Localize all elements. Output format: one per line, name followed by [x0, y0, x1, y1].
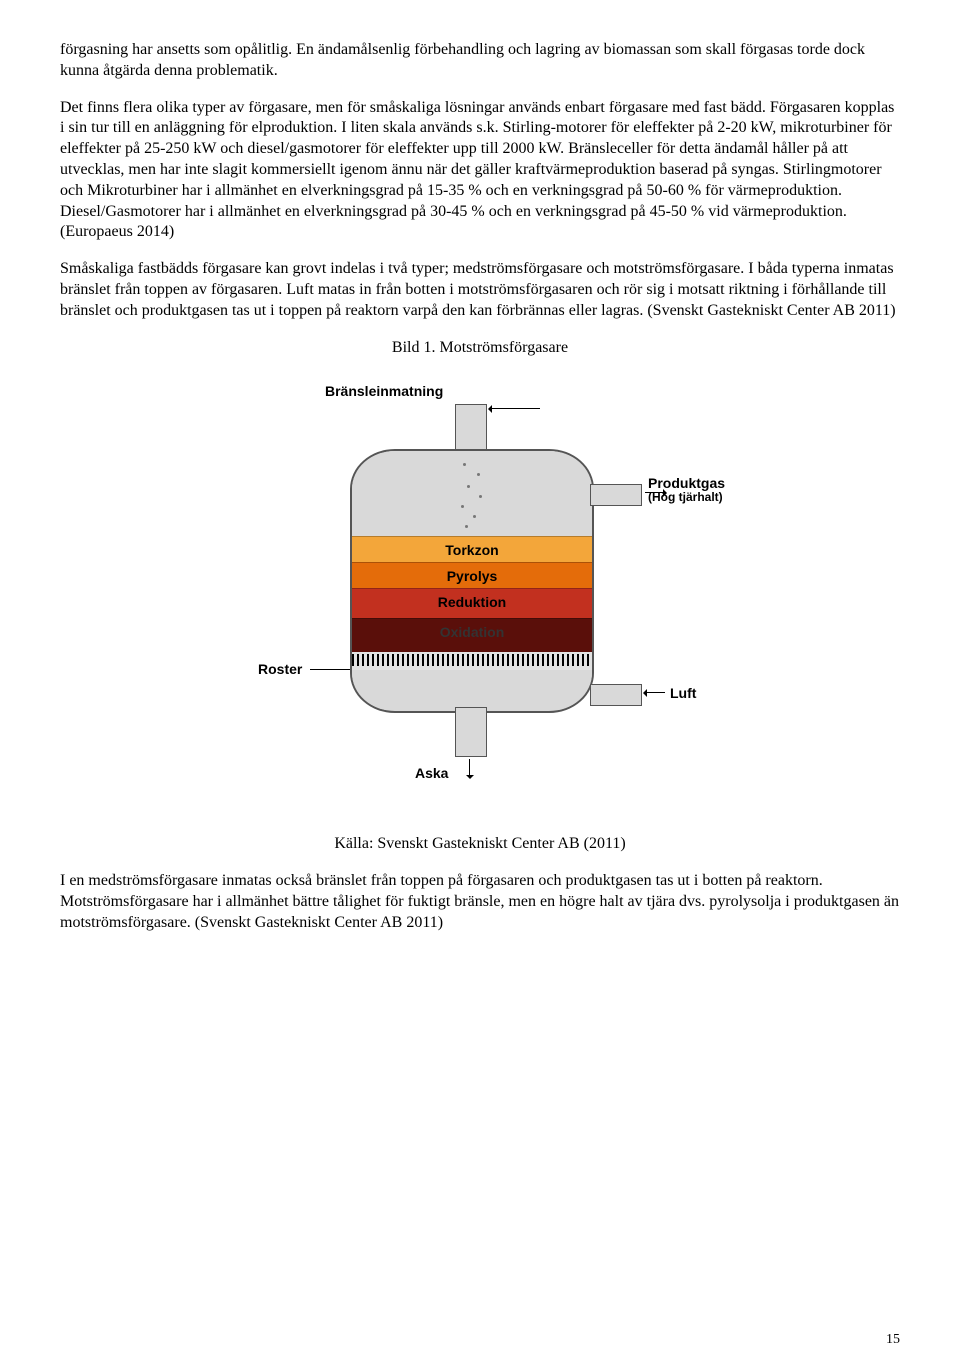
- ash-arrow: [469, 759, 470, 777]
- label-productgas-sub: (Hög tjärhalt): [648, 490, 723, 506]
- gas-pipe: [590, 484, 642, 506]
- label-air: Luft: [670, 684, 696, 702]
- ash-pipe: [455, 707, 487, 757]
- air-pipe: [590, 684, 642, 706]
- figure-source: Källa: Svenskt Gastekniskt Center AB (20…: [60, 834, 900, 855]
- figure-caption: Bild 1. Motströmsförgasare: [60, 338, 900, 359]
- label-roster: Roster: [258, 660, 302, 678]
- gasifier-diagram: Bränsleinmatning Torkzon Pyrolys Redukti…: [230, 374, 730, 814]
- page-number: 15: [886, 1331, 900, 1349]
- feed-arrow: [490, 408, 540, 409]
- label-feed: Bränsleinmatning: [325, 382, 443, 400]
- roster-line: [310, 669, 350, 670]
- label-ash: Aska: [415, 764, 448, 782]
- paragraph-3: Småskaliga fastbädds förgasare kan grovt…: [60, 259, 900, 321]
- paragraph-4: I en medströmsförgasare inmatas också br…: [60, 871, 900, 933]
- air-arrow: [645, 692, 665, 693]
- zone-oxidation: Oxidation: [352, 618, 592, 652]
- paragraph-2: Det finns flera olika typer av förgasare…: [60, 98, 900, 244]
- feed-pipe: [455, 404, 487, 454]
- paragraph-1: förgasning har ansetts som opålitlig. En…: [60, 40, 900, 82]
- vessel-bottom: [352, 670, 592, 710]
- vessel: Torkzon Pyrolys Reduktion Oxidation: [350, 449, 594, 713]
- zone-pyrolys: Pyrolys: [352, 562, 592, 588]
- zone-torkzon: Torkzon: [352, 536, 592, 562]
- grate: [352, 652, 592, 670]
- zone-drying: [352, 451, 592, 536]
- zone-reduktion: Reduktion: [352, 588, 592, 618]
